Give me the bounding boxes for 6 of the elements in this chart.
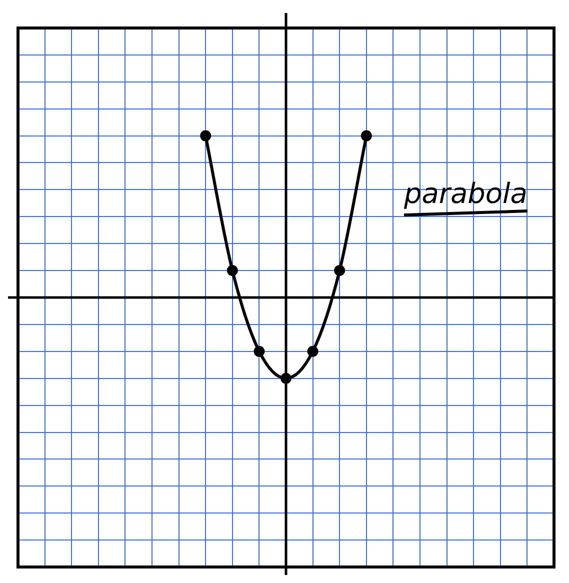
point	[334, 264, 346, 276]
point	[360, 130, 372, 142]
point	[307, 346, 318, 357]
point	[254, 346, 265, 357]
point	[226, 264, 238, 276]
point	[200, 130, 212, 142]
